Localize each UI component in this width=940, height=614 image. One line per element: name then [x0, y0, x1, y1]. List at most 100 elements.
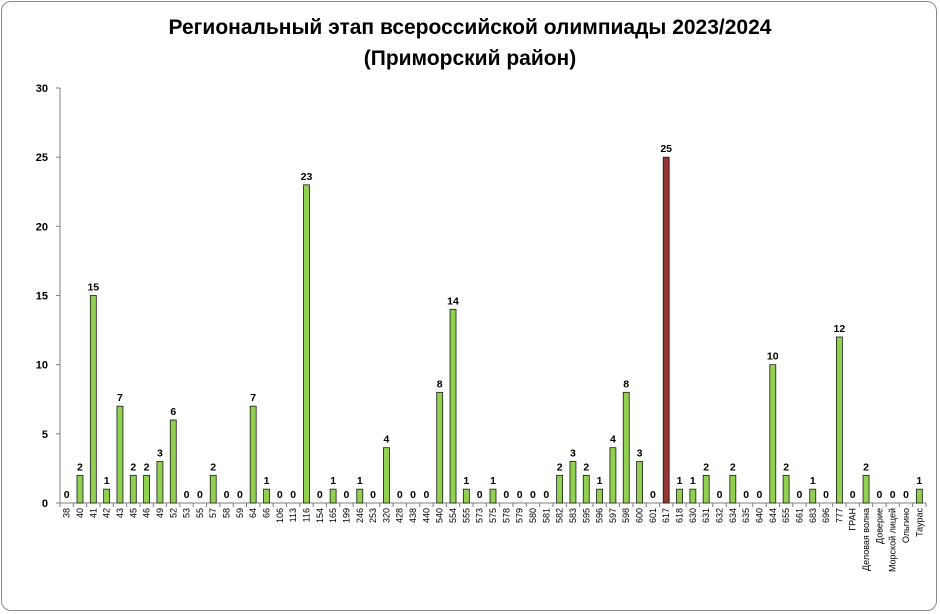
x-tick-label: 596 [595, 508, 605, 523]
x-tick-label: 683 [808, 508, 818, 523]
bar [329, 488, 337, 504]
data-label: 0 [876, 489, 882, 501]
data-label: 0 [397, 489, 403, 501]
x-tick-label: 40 [75, 508, 85, 518]
bar [76, 474, 84, 504]
data-label: 14 [447, 295, 459, 307]
y-tick-label: 25 [36, 152, 48, 164]
chart-title: Региональный этап всероссийской олимпиад… [0, 12, 940, 74]
data-label: 0 [197, 489, 203, 501]
x-tick-label: 631 [701, 508, 711, 523]
bar [676, 488, 683, 504]
chart-title-line2: (Приморский район) [363, 47, 577, 70]
bar [116, 405, 124, 504]
x-tick-label: 428 [395, 508, 405, 523]
chart-title-line1: Региональный этап всероссийской олимпиад… [168, 16, 772, 39]
data-label: 0 [224, 489, 230, 501]
bar [209, 474, 217, 504]
data-label: 0 [317, 489, 323, 501]
x-tick-label: 55 [195, 508, 205, 518]
data-label: 0 [743, 489, 749, 501]
x-tick-label: 583 [568, 508, 578, 523]
data-label: 1 [357, 475, 363, 487]
bar [462, 488, 470, 504]
x-tick-label: 42 [102, 508, 112, 518]
x-tick-label: 246 [355, 508, 365, 523]
x-tick-label: 655 [781, 508, 791, 523]
x-tick-label: 438 [408, 508, 418, 523]
x-tick-label: 165 [328, 508, 338, 523]
data-label: 15 [87, 282, 99, 294]
x-tick-label: 43 [115, 508, 125, 518]
data-label: 0 [64, 489, 70, 501]
x-tick-label: 644 [768, 508, 778, 523]
x-tick-label: 696 [821, 508, 831, 523]
x-tick-label: 661 [794, 508, 804, 523]
data-label: 0 [530, 489, 536, 501]
data-label: 4 [383, 434, 389, 446]
bar [636, 461, 643, 504]
data-label: 7 [117, 392, 123, 404]
data-label: 0 [184, 489, 190, 501]
bar [569, 461, 577, 504]
bar [689, 488, 697, 504]
x-tick-label: 601 [648, 508, 658, 523]
x-tick-label: 45 [128, 508, 138, 518]
data-label: 0 [370, 489, 376, 501]
bar [729, 474, 737, 504]
data-label: 8 [437, 378, 443, 390]
data-label: 0 [890, 489, 896, 501]
bar [809, 488, 817, 504]
y-tick-label: 10 [36, 360, 48, 372]
data-label: 1 [597, 475, 603, 487]
data-label: 0 [850, 489, 856, 501]
x-tick-label: 41 [88, 508, 98, 518]
data-label: 1 [490, 475, 496, 487]
data-label: 2 [863, 461, 869, 473]
data-label: 0 [903, 489, 909, 501]
data-label: 0 [717, 489, 723, 501]
data-label: 0 [290, 489, 296, 501]
data-label: 2 [730, 461, 736, 473]
x-tick-label: 199 [341, 508, 351, 523]
data-label: 3 [157, 448, 163, 460]
x-tick-label: 154 [315, 508, 325, 523]
x-tick-label: 575 [488, 508, 498, 523]
data-label: 1 [104, 475, 110, 487]
x-tick-label: Деловая волна [861, 508, 871, 571]
data-label: 2 [130, 461, 136, 473]
x-tick-label: 640 [754, 508, 764, 523]
x-tick-label: Таурас [914, 508, 924, 537]
y-tick-label: 0 [42, 498, 48, 510]
bar [156, 461, 164, 504]
bar [769, 364, 777, 504]
x-tick-label: 555 [461, 508, 471, 523]
bar [702, 474, 710, 504]
bar [449, 308, 457, 504]
x-tick-label: 618 [675, 508, 685, 523]
data-label: 1 [916, 475, 922, 487]
bar [129, 474, 137, 504]
bar [662, 156, 670, 504]
x-tick-label: 617 [661, 508, 671, 523]
bar [582, 474, 590, 504]
x-tick-label: 57 [208, 508, 218, 518]
y-tick-label: 30 [36, 83, 48, 95]
bar [356, 488, 364, 504]
bar [556, 474, 564, 504]
x-tick-label: 320 [381, 508, 391, 523]
x-tick-label: 253 [368, 508, 378, 523]
bar [303, 184, 310, 504]
x-tick-label: 554 [448, 508, 458, 523]
data-label: 0 [503, 489, 509, 501]
data-label: 2 [144, 461, 150, 473]
x-tick-label: ГРАН [848, 508, 858, 531]
x-tick-label: 113 [288, 508, 298, 522]
x-tick-label: 582 [555, 508, 565, 523]
bar [143, 474, 151, 504]
data-label: 2 [703, 461, 709, 473]
data-label: 3 [570, 448, 576, 460]
data-label: 6 [170, 406, 176, 418]
x-tick-label: 573 [475, 508, 485, 523]
